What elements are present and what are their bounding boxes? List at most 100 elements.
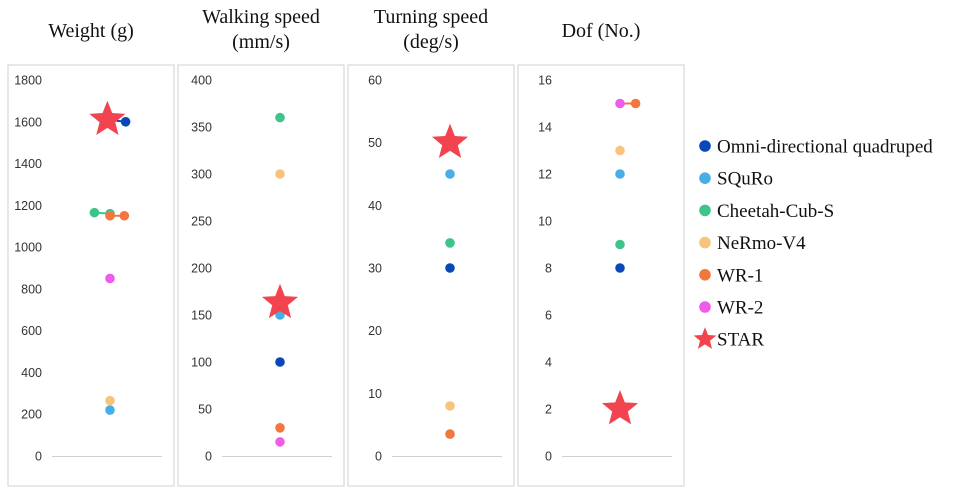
legend-marker xyxy=(699,301,711,313)
y-tick-label: 300 xyxy=(191,168,212,182)
legend-marker xyxy=(699,172,711,184)
y-tick-label: 14 xyxy=(538,121,552,135)
legend-label: SQuRo xyxy=(717,169,773,190)
point-cheetah-cub-s xyxy=(275,112,285,123)
legend-item-cheetah-cub-s: Cheetah-Cub-S xyxy=(699,201,834,222)
point-nermo-v4 xyxy=(615,145,625,156)
y-tick-label: 0 xyxy=(375,450,382,464)
point-omni-directional-quadruped xyxy=(615,263,625,273)
y-tick-label: 4 xyxy=(545,356,552,370)
y-tick-label: 1400 xyxy=(14,157,42,171)
y-tick-label: 40 xyxy=(368,199,382,213)
y-tick-label: 100 xyxy=(191,356,212,370)
y-tick-label: 1800 xyxy=(14,74,42,88)
panel-3: Turning speed (deg/s) 0 10 20 30 40 50 60 xyxy=(347,6,515,487)
legend-item-star: STAR xyxy=(693,327,764,351)
y-tick-label: 1600 xyxy=(14,115,42,129)
y-tick-label: 150 xyxy=(191,309,212,323)
legend: Omni-directional quadruped SQuRo Cheetah-C… xyxy=(693,137,933,351)
legend-marker xyxy=(699,204,711,217)
point-wr-1 xyxy=(119,210,130,221)
point-wr-2 xyxy=(615,98,625,109)
y-tick-label: 200 xyxy=(191,262,212,276)
y-tick-label: 2 xyxy=(545,403,552,417)
point-squro xyxy=(445,169,455,179)
y-tick-label: 250 xyxy=(191,215,212,229)
y-tick-label: 60 xyxy=(368,74,382,88)
y-tick-label: 10 xyxy=(368,387,382,401)
legend-item-omni-directional-quadruped: Omni-directional quadruped xyxy=(699,137,933,158)
y-tick-label: 30 xyxy=(368,262,382,276)
panel-1: Weight (g) 0 200 400 600 800 1000 1200 1400 1600 1… xyxy=(7,20,175,487)
y-tick-label: 350 xyxy=(191,121,212,135)
point-wr-1 xyxy=(105,210,115,221)
legend-item-wr-1: WR-1 xyxy=(699,265,763,286)
panel-title-line: (mm/s) xyxy=(232,31,290,53)
y-tick-label: 0 xyxy=(545,450,552,464)
point-wr-1 xyxy=(630,98,641,109)
y-tick-label: 10 xyxy=(538,215,552,229)
panel-title-line: (deg/s) xyxy=(403,31,459,53)
point-cheetah-cub-s xyxy=(89,207,100,218)
point-omni-directional-quadruped xyxy=(445,263,455,273)
legend-label: NeRmo-V4 xyxy=(717,233,806,254)
legend-label: WR-1 xyxy=(717,265,763,286)
y-tick-label: 1200 xyxy=(14,199,42,213)
legend-label: STAR xyxy=(717,330,764,351)
point-star xyxy=(601,390,639,425)
point-star xyxy=(89,100,126,136)
y-tick-label: 50 xyxy=(198,403,212,417)
panel-2: Walking speed (mm/s) 0 50 100 150 200 250 300 350… xyxy=(177,6,345,487)
point-nermo-v4 xyxy=(105,395,115,406)
point-cheetah-cub-s xyxy=(445,238,455,248)
point-squro xyxy=(615,169,625,179)
panel-4: Dof (No.) 0 2 4 6 8 10 12 14 16 xyxy=(517,20,685,487)
panel-frame xyxy=(177,64,345,487)
legend-item-nermo-v4: NeRmo-V4 xyxy=(699,233,806,254)
panel-title: Walking speed (mm/s) xyxy=(202,6,320,53)
legend-marker xyxy=(699,140,711,152)
y-tick-label: 800 xyxy=(21,282,42,296)
point-nermo-v4 xyxy=(445,401,455,411)
y-tick-label: 400 xyxy=(21,366,42,380)
panel-title-line: Walking speed xyxy=(202,6,320,28)
y-tick-label: 12 xyxy=(538,168,552,182)
legend-label: WR-2 xyxy=(717,298,763,319)
point-wr-2 xyxy=(275,437,285,447)
legend-item-wr-2: WR-2 xyxy=(699,298,763,319)
legend-item-squro: SQuRo xyxy=(699,169,773,190)
panel-title: Dof (No.) xyxy=(562,20,641,42)
y-tick-label: 1000 xyxy=(14,241,42,255)
panel-title: Turning speed (deg/s) xyxy=(374,6,488,53)
legend-marker xyxy=(699,236,711,249)
point-squro xyxy=(105,405,115,415)
legend-star-marker xyxy=(693,327,717,349)
y-tick-label: 50 xyxy=(368,136,382,150)
y-tick-label: 8 xyxy=(545,262,552,276)
legend-label: Omni-directional quadruped xyxy=(717,137,933,158)
legend-label: Cheetah-Cub-S xyxy=(717,201,834,222)
point-omni-directional-quadruped xyxy=(275,357,285,367)
y-tick-label: 0 xyxy=(35,450,42,464)
panel-frame xyxy=(347,64,515,487)
point-nermo-v4 xyxy=(275,169,285,179)
panels-layer: Weight (g)020040060080010001200140016001… xyxy=(7,6,685,487)
point-omni-directional-quadruped xyxy=(120,116,131,127)
y-tick-label: 20 xyxy=(368,324,382,338)
point-wr-2 xyxy=(105,273,115,284)
point-star xyxy=(431,123,469,159)
panel-title-line: Turning speed xyxy=(374,6,488,28)
panel-frame xyxy=(517,64,685,487)
point-star xyxy=(261,283,299,319)
y-tick-label: 600 xyxy=(21,324,42,338)
panel-frame xyxy=(7,64,175,487)
point-wr-1 xyxy=(445,429,455,439)
y-tick-label: 6 xyxy=(545,309,552,323)
point-wr-1 xyxy=(275,423,285,433)
panel-title: Weight (g) xyxy=(48,20,134,42)
point-squro xyxy=(275,310,285,320)
point-cheetah-cub-s xyxy=(615,239,625,250)
legend-marker xyxy=(699,269,711,281)
